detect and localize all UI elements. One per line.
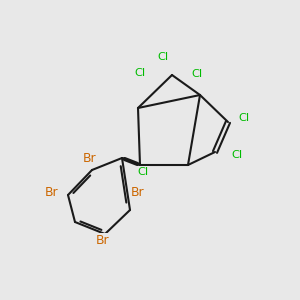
Text: Cl: Cl bbox=[137, 167, 148, 177]
Text: Cl: Cl bbox=[134, 68, 146, 78]
Text: Cl: Cl bbox=[238, 113, 250, 123]
Text: Br: Br bbox=[83, 152, 97, 164]
Text: Cl: Cl bbox=[191, 69, 203, 79]
Text: Cl: Cl bbox=[158, 52, 169, 62]
Text: Br: Br bbox=[131, 187, 145, 200]
Text: Br: Br bbox=[96, 235, 110, 248]
Text: Cl: Cl bbox=[231, 150, 243, 160]
Text: Br: Br bbox=[45, 187, 59, 200]
